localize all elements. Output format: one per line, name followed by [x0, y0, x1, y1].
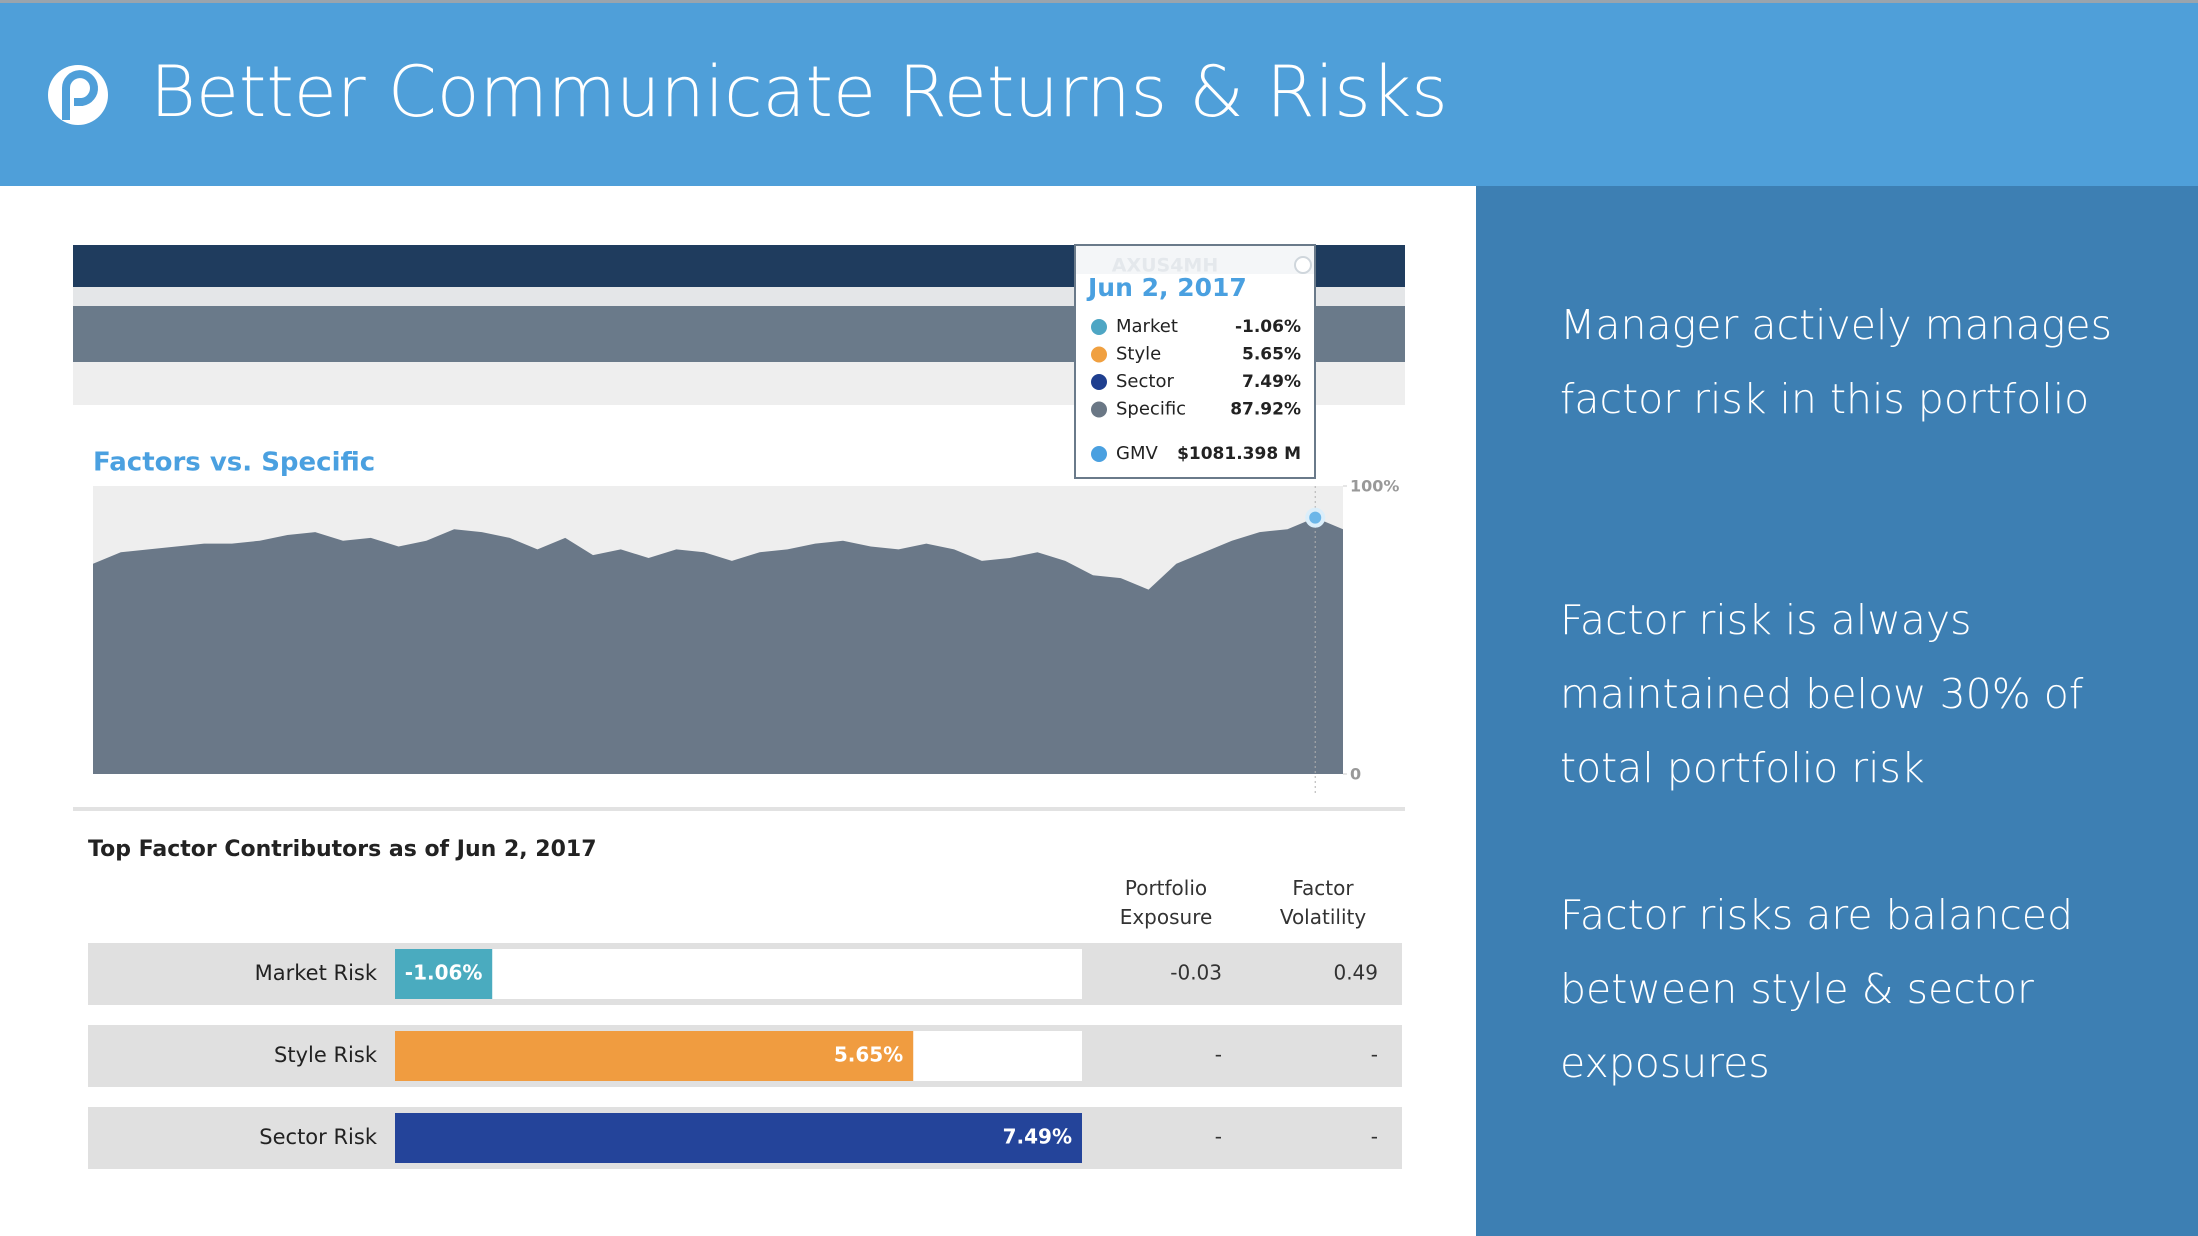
bar-value-label: -1.06% — [405, 961, 483, 985]
note-line: maintained below 30% of — [1560, 670, 2084, 718]
y-tick-label: 0 — [1350, 765, 1361, 784]
tooltip-dot — [1091, 401, 1107, 418]
tooltip-dot — [1091, 319, 1107, 335]
column-value: - — [1215, 1125, 1222, 1149]
area — [93, 517, 1343, 774]
bar — [395, 949, 493, 999]
tooltip-date: Jun 2, 2017 — [1086, 273, 1247, 302]
tooltip-dot — [1091, 446, 1107, 462]
bar — [395, 1113, 1082, 1163]
tooltip-label: Sector — [1116, 371, 1174, 392]
tooltip-icon — [1294, 256, 1312, 274]
tooltip-label: GMV — [1116, 443, 1158, 464]
column-header: Portfolio Exposure — [1120, 876, 1213, 929]
column-value: -0.03 — [1170, 961, 1222, 985]
column-value: - — [1371, 1125, 1378, 1149]
note-line: factor risk in this portfolio — [1560, 375, 2089, 423]
bar-value-label: 5.65% — [834, 1043, 903, 1067]
bar-track — [395, 949, 1082, 999]
row-label: Sector Risk — [259, 1125, 378, 1149]
y-tick-label: 100% — [1350, 477, 1399, 496]
tooltip-value: -1.06% — [1235, 317, 1301, 337]
note-line: Factor risks are balanced — [1560, 891, 2073, 939]
dashboard-band — [73, 287, 1405, 306]
row-label: Style Risk — [274, 1043, 378, 1067]
side-panel — [1476, 186, 2198, 1236]
tooltip-box — [1074, 244, 1316, 479]
note-line: exposures — [1560, 1039, 1770, 1087]
bar — [395, 1031, 914, 1081]
hover-point — [1305, 507, 1326, 528]
tooltip-value: 5.65% — [1242, 345, 1301, 365]
column-header: Factor Volatility — [1280, 876, 1367, 929]
tooltip-value: 87.92% — [1230, 400, 1301, 420]
column-value: 0.49 — [1333, 961, 1378, 985]
note-line: between style & sector — [1560, 965, 2034, 1013]
tooltip-head — [1076, 246, 1314, 274]
row-label: Market Risk — [255, 961, 378, 985]
page-title: Better Communicate Returns & Risks — [150, 51, 1448, 133]
note-line: total portfolio risk — [1560, 744, 1925, 792]
column-value: - — [1371, 1043, 1378, 1067]
column-value: - — [1215, 1043, 1222, 1067]
logo — [48, 65, 108, 125]
tooltip-label: Specific — [1116, 399, 1186, 420]
tooltip-value: 7.49% — [1242, 372, 1301, 392]
tooltip-dot — [1091, 346, 1107, 363]
note-line: Factor risk is always — [1560, 596, 1972, 644]
table-title: Top Factor Contributors as of Jun 2, 201… — [88, 837, 597, 862]
tooltip-id: AXUS4MH — [1112, 255, 1219, 277]
header-bar — [0, 0, 2198, 186]
tooltip-dot — [1091, 374, 1107, 390]
tooltip-label: Market — [1116, 316, 1178, 337]
chart-title: Factors vs. Specific — [93, 448, 375, 478]
tooltip-value: $1081.398 M — [1177, 444, 1301, 464]
top-line — [0, 0, 2198, 3]
tooltip-label: Style — [1116, 344, 1161, 365]
note-line: Manager actively manages — [1560, 301, 2112, 349]
bar-value-label: 7.49% — [1003, 1125, 1072, 1149]
